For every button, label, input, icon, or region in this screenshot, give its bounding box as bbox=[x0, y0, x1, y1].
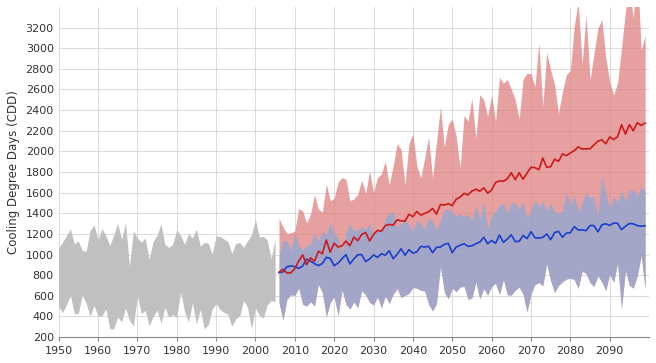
Y-axis label: Cooling Degree Days (CDD): Cooling Degree Days (CDD) bbox=[7, 90, 20, 254]
